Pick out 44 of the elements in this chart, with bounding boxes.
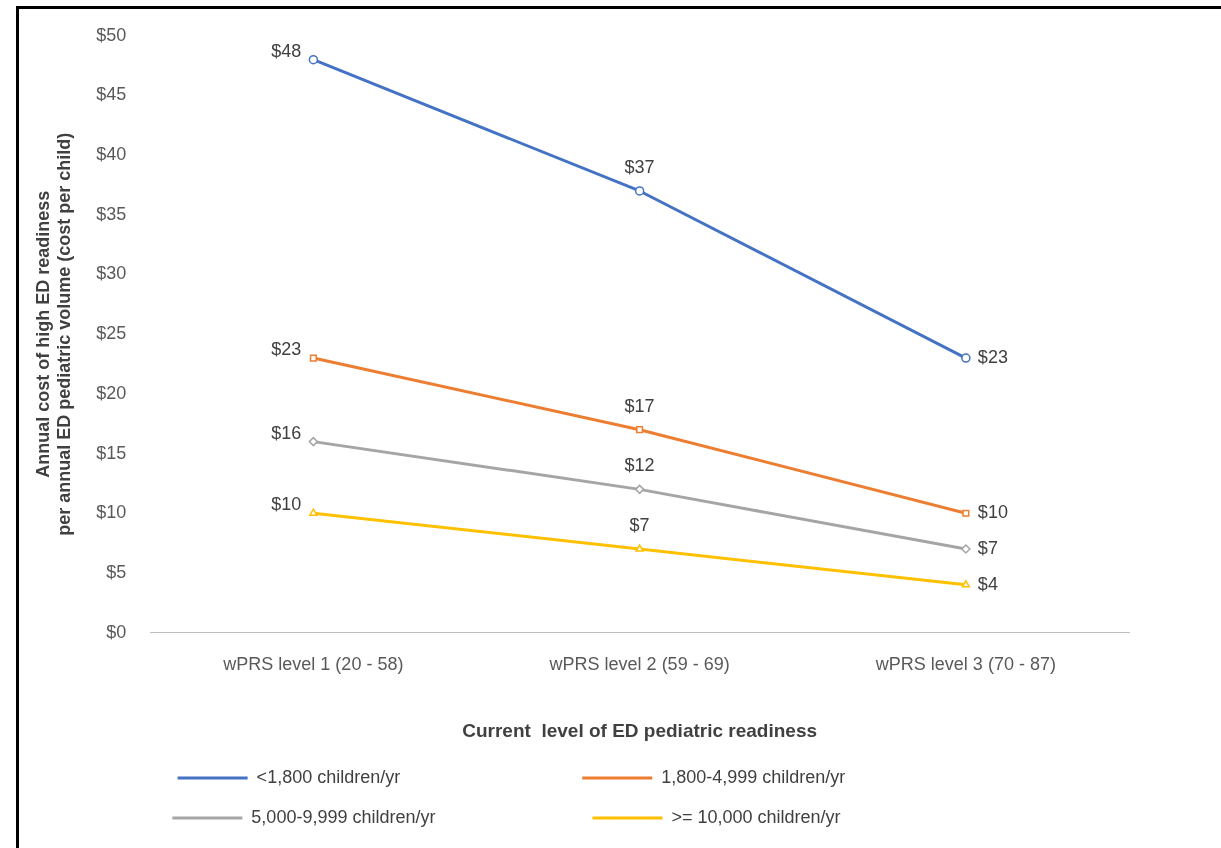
x-tick-label: wPRS level 2 (59 - 69) [548, 654, 730, 675]
y-tick-label: $15 [96, 442, 127, 463]
data-label: $10 [977, 502, 1008, 523]
point [308, 54, 319, 65]
point [635, 544, 644, 552]
x-axis-title: Current level of ED pediatric readiness [462, 719, 818, 741]
y-tick-label: $50 [96, 24, 127, 45]
data-label: $4 [977, 573, 998, 594]
data-label: $12 [624, 455, 655, 476]
data-label: $7 [977, 538, 998, 559]
point [309, 508, 318, 516]
data-label: $7 [629, 515, 650, 536]
point [634, 484, 645, 495]
data-label: $16 [271, 422, 302, 443]
x-tick-label: wPRS level 3 (70 - 87) [874, 654, 1056, 675]
y-tick-label: $30 [96, 263, 127, 284]
point [634, 186, 645, 196]
point [309, 354, 317, 362]
data-label: $23 [271, 339, 302, 360]
x-tick-label: wPRS level 1 (20 - 58) [222, 654, 404, 675]
legend-label: >= 10,000 children/yr [671, 806, 986, 827]
legend-label: <1,800 children/yr [256, 766, 561, 787]
data-label: $17 [624, 395, 655, 416]
data-label: $23 [977, 347, 1008, 368]
point [961, 353, 971, 363]
y-tick-label: $35 [96, 203, 127, 224]
point [308, 436, 319, 447]
data-label: $48 [271, 40, 302, 61]
point [636, 426, 644, 434]
y-tick-label: $40 [96, 144, 127, 165]
y-tick-label: $5 [106, 561, 127, 582]
y-axis-title: Annual cost of high ED readiness per annual ED pediatric volume (cost per child) [32, 132, 75, 536]
y-tick-label: $25 [96, 323, 127, 344]
y-tick-label: $0 [106, 621, 127, 642]
point [962, 509, 970, 517]
data-label: $37 [624, 156, 655, 177]
y-tick-label: $20 [96, 382, 127, 403]
legend-label: 5,000-9,999 children/yr [251, 806, 571, 827]
data-label: $10 [271, 494, 302, 515]
point [961, 580, 971, 588]
legend-label: 1,800-4,999 children/yr [661, 766, 981, 787]
y-tick-label: $10 [96, 502, 127, 523]
point [961, 544, 971, 554]
y-tick-label: $45 [96, 84, 127, 105]
